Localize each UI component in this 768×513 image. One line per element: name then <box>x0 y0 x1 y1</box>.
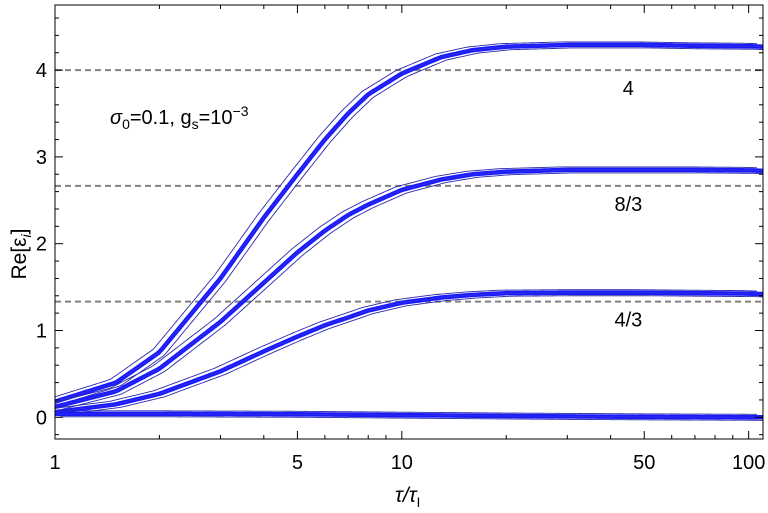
series-2-envelope-upper <box>55 289 758 409</box>
x-tick-label-3: 50 <box>633 452 655 474</box>
plot-frame <box>54 4 764 440</box>
x-tick-label-2: 10 <box>391 452 413 474</box>
tick-labels: 1 5 10 50 100 0 1 2 3 4 <box>36 60 765 474</box>
series-1-line <box>55 167 763 410</box>
ticks <box>54 5 763 439</box>
series-1-envelope-upper <box>55 166 758 403</box>
series-0-envelope-lower <box>59 47 763 406</box>
x-tick-label-0: 1 <box>49 452 60 474</box>
reference-label-2: 4/3 <box>614 310 642 332</box>
y-tick-label-1: 1 <box>36 321 47 343</box>
series-2-envelope-lower <box>59 295 763 416</box>
x-tick-label-4: 100 <box>732 452 765 474</box>
reference-labels: 4 8/3 4/3 <box>614 78 642 331</box>
y-tick-label-2: 2 <box>36 234 47 256</box>
reference-label-0: 4 <box>623 78 634 100</box>
series-layer <box>55 41 763 421</box>
series-0-line <box>55 42 763 404</box>
series-3-envelope-upper <box>55 410 758 415</box>
series-2-core <box>55 292 763 413</box>
params-annotation: σ0=0.1, gs=10−3 <box>110 103 249 132</box>
reference-label-1: 8/3 <box>614 194 642 216</box>
x-axis-label: τ/τI <box>395 484 420 510</box>
y-tick-label-4: 4 <box>36 60 47 82</box>
series-1-core <box>55 169 763 408</box>
series-1-envelope-lower <box>59 172 763 411</box>
series-3-envelope-lower <box>60 416 763 421</box>
series-0-core <box>55 44 763 403</box>
y-tick-label-3: 3 <box>36 147 47 169</box>
y-axis-label: Re[εi] <box>8 228 34 279</box>
x-tick-label-1: 5 <box>292 452 303 474</box>
series-3-core <box>55 413 763 418</box>
y-tick-label-0: 0 <box>36 407 47 429</box>
series-0-envelope-upper <box>55 41 758 398</box>
